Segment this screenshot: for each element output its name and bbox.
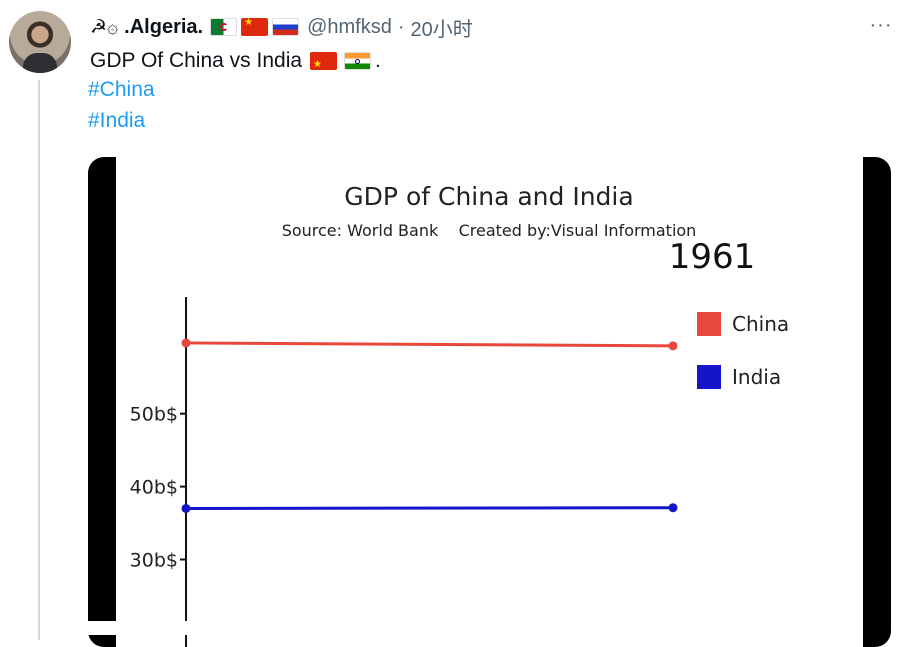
tweet-text-suffix: . [375, 49, 381, 72]
tweet-text-content: GDP Of China vs India [90, 49, 303, 72]
series-point-india [181, 503, 191, 513]
russia-flag-icon [272, 18, 300, 36]
hashtag-india[interactable]: #India [88, 109, 146, 132]
series-line-india [185, 506, 674, 510]
thread-line [38, 80, 40, 640]
chart-frame: GDP of China and India Source: World Bank… [116, 157, 863, 647]
media-bottom-edge [72, 621, 862, 635]
hashtag-china[interactable]: #China [88, 78, 155, 101]
author-handle[interactable]: @hmfksd [307, 15, 392, 38]
y-tick-label: 30b$ [130, 550, 178, 572]
india-flag-icon [344, 52, 372, 70]
series-line-china [185, 341, 674, 348]
separator-dot: · [397, 15, 405, 38]
chart-title: GDP of China and India [344, 182, 633, 211]
legend-swatch-india [697, 365, 721, 389]
more-options-icon[interactable]: ··· [869, 14, 893, 36]
gdp-line-chart: GDP of China and India Source: World Bank… [130, 182, 789, 647]
algeria-flag-icon [210, 18, 238, 36]
tweet-time[interactable]: 20小时 [410, 18, 473, 41]
author-name[interactable]: .Algeria. [124, 15, 204, 38]
tweet-media-video[interactable]: GDP of China and India Source: World Bank… [88, 157, 891, 647]
year-label: 1961 [669, 237, 756, 277]
y-tick-label: 40b$ [130, 477, 178, 499]
tweet-text: GDP Of China vs India . [90, 47, 381, 79]
china-flag-icon [310, 51, 338, 79]
hammer-sickle-symbols: ☭۞ [90, 16, 119, 38]
legend-label-china: China [732, 312, 789, 336]
author-avatar[interactable] [9, 11, 71, 73]
y-tick-label: 50b$ [130, 404, 178, 426]
tweet-header: ☭۞ .Algeria. @hmfksd · 20小时 [90, 13, 473, 41]
series-point-india [668, 503, 678, 513]
legend-label-india: India [732, 365, 781, 389]
series-point-china [181, 338, 191, 348]
series-point-china [668, 341, 678, 351]
china-flag-icon [241, 17, 269, 36]
legend-swatch-china [697, 312, 721, 336]
chart-subtitle: Source: World Bank Created by:Visual Inf… [282, 221, 697, 240]
